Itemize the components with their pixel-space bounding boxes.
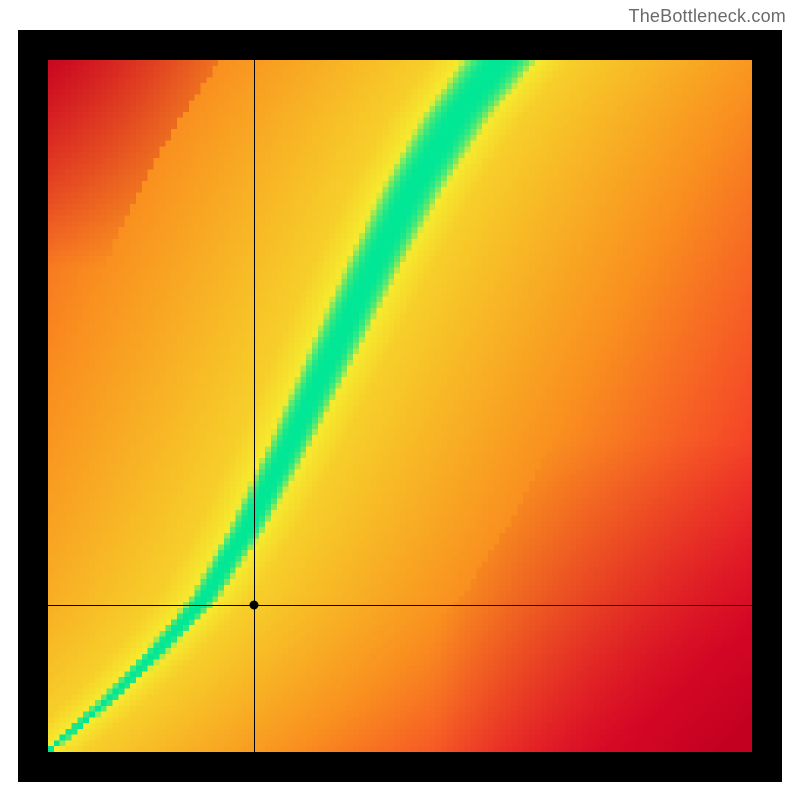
crosshair-vertical	[254, 60, 255, 752]
crosshair-horizontal	[48, 605, 752, 606]
crosshair-marker-dot	[249, 601, 258, 610]
watermark-text: TheBottleneck.com	[629, 6, 786, 27]
heatmap-plot-area	[48, 60, 752, 752]
heatmap-outer-frame	[18, 30, 782, 782]
heatmap-canvas	[48, 60, 752, 752]
